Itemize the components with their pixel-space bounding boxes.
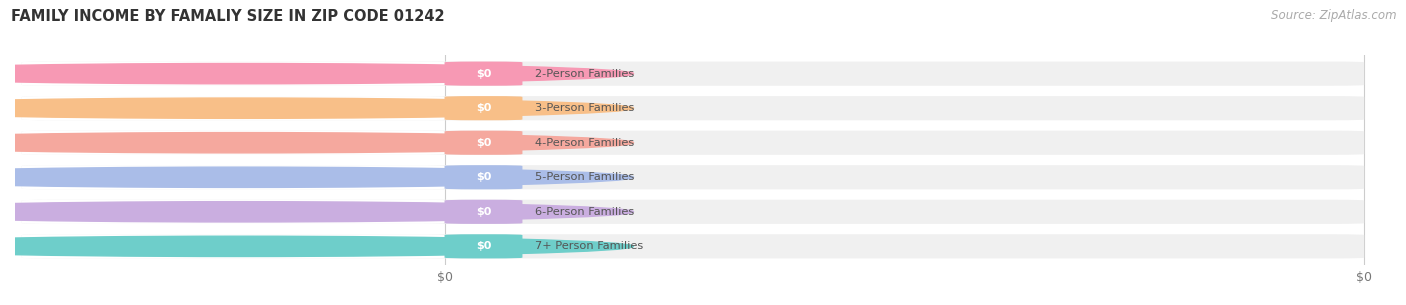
Text: 4-Person Families: 4-Person Families (534, 138, 634, 148)
Text: 7+ Person Families: 7+ Person Families (534, 241, 643, 251)
Text: $0: $0 (475, 69, 491, 79)
FancyBboxPatch shape (21, 234, 1364, 258)
FancyBboxPatch shape (21, 62, 444, 86)
FancyBboxPatch shape (21, 96, 1364, 120)
FancyBboxPatch shape (444, 96, 523, 120)
Circle shape (0, 236, 634, 257)
Text: 2-Person Families: 2-Person Families (534, 69, 634, 79)
Text: $0: $0 (475, 172, 491, 182)
Text: 6-Person Families: 6-Person Families (534, 207, 634, 217)
FancyBboxPatch shape (444, 234, 523, 258)
Circle shape (0, 133, 634, 153)
FancyBboxPatch shape (21, 165, 444, 189)
Text: Source: ZipAtlas.com: Source: ZipAtlas.com (1271, 9, 1396, 22)
FancyBboxPatch shape (444, 131, 523, 155)
FancyBboxPatch shape (21, 131, 444, 155)
Circle shape (0, 167, 634, 187)
FancyBboxPatch shape (21, 62, 1364, 86)
Circle shape (0, 63, 634, 84)
Text: FAMILY INCOME BY FAMALIY SIZE IN ZIP CODE 01242: FAMILY INCOME BY FAMALIY SIZE IN ZIP COD… (11, 9, 444, 24)
FancyBboxPatch shape (444, 62, 523, 86)
FancyBboxPatch shape (21, 131, 1364, 155)
FancyBboxPatch shape (444, 165, 523, 189)
FancyBboxPatch shape (444, 200, 523, 224)
Circle shape (0, 202, 634, 222)
FancyBboxPatch shape (21, 165, 1364, 189)
Text: 5-Person Families: 5-Person Families (534, 172, 634, 182)
Text: $0: $0 (475, 138, 491, 148)
FancyBboxPatch shape (21, 96, 444, 120)
FancyBboxPatch shape (21, 200, 444, 224)
Text: $0: $0 (475, 103, 491, 113)
FancyBboxPatch shape (21, 234, 444, 258)
Text: $0: $0 (475, 241, 491, 251)
Text: 3-Person Families: 3-Person Families (534, 103, 634, 113)
FancyBboxPatch shape (21, 200, 1364, 224)
Circle shape (0, 98, 634, 118)
Text: $0: $0 (475, 207, 491, 217)
